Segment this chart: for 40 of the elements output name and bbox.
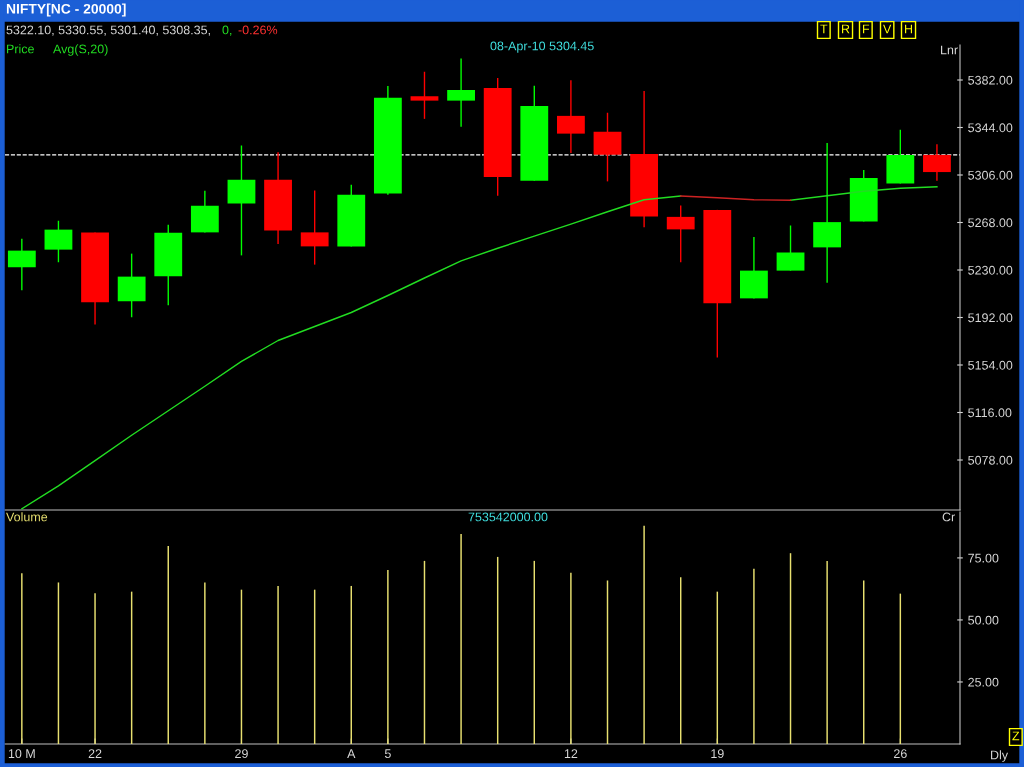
y-tick-label: 5116.00 (968, 408, 1012, 418)
chart-title: Volume (6, 512, 48, 522)
x-tick-label: 29 (235, 749, 248, 759)
y-tick-label: 5078.00 (968, 455, 1013, 465)
y-tick-label: 25.00 (968, 677, 999, 687)
x-tick-label: 5 (384, 749, 391, 759)
text: Dly (991, 750, 1009, 762)
x-tick-label: 10 M (8, 749, 35, 759)
text: H (905, 24, 913, 34)
y-tick-label: 5344.00 (968, 123, 1013, 133)
candlestick (447, 57, 475, 128)
text: R (842, 24, 850, 34)
text: T (820, 24, 828, 34)
y-tick-label: 5192.00 (968, 313, 1013, 323)
chart-title: NIFTY[NC - 20000] (6, 3, 126, 17)
x-tick-label: 22 (88, 749, 102, 758)
y-tick-label: 5230.00 (968, 265, 1013, 275)
y-tick-label: 5382.00 (968, 75, 1013, 85)
text: F (863, 24, 870, 34)
text: 0, (222, 25, 232, 36)
x-tick-label: 26 (894, 749, 907, 759)
annotation: 08-Apr-10 5304.45 (490, 41, 594, 53)
candlestick (410, 71, 439, 120)
y-tick-label: 75.00 (968, 553, 999, 563)
annotation: Price (7, 44, 34, 54)
text: 5322.10, 5330.55, 5301.40, 5308.35, (6, 25, 210, 36)
text: V (883, 24, 892, 34)
y-tick-label: 5154.00 (968, 360, 1013, 370)
annotation: Lnr (941, 45, 958, 55)
x-tick-label: A (347, 749, 356, 758)
text: -0.26% (238, 25, 278, 35)
annotation: Cr (942, 512, 955, 522)
text: Avg(S,20) (53, 44, 108, 56)
text: Z (1012, 731, 1020, 741)
y-tick-label: 50.00 (968, 615, 999, 625)
x-tick-label: 12 (564, 749, 578, 758)
x-tick-label: 19 (711, 749, 724, 759)
annotation: 753542000.00 (468, 512, 548, 522)
y-tick-label: 5268.00 (968, 218, 1013, 228)
y-tick-label: 5306.00 (968, 170, 1013, 180)
